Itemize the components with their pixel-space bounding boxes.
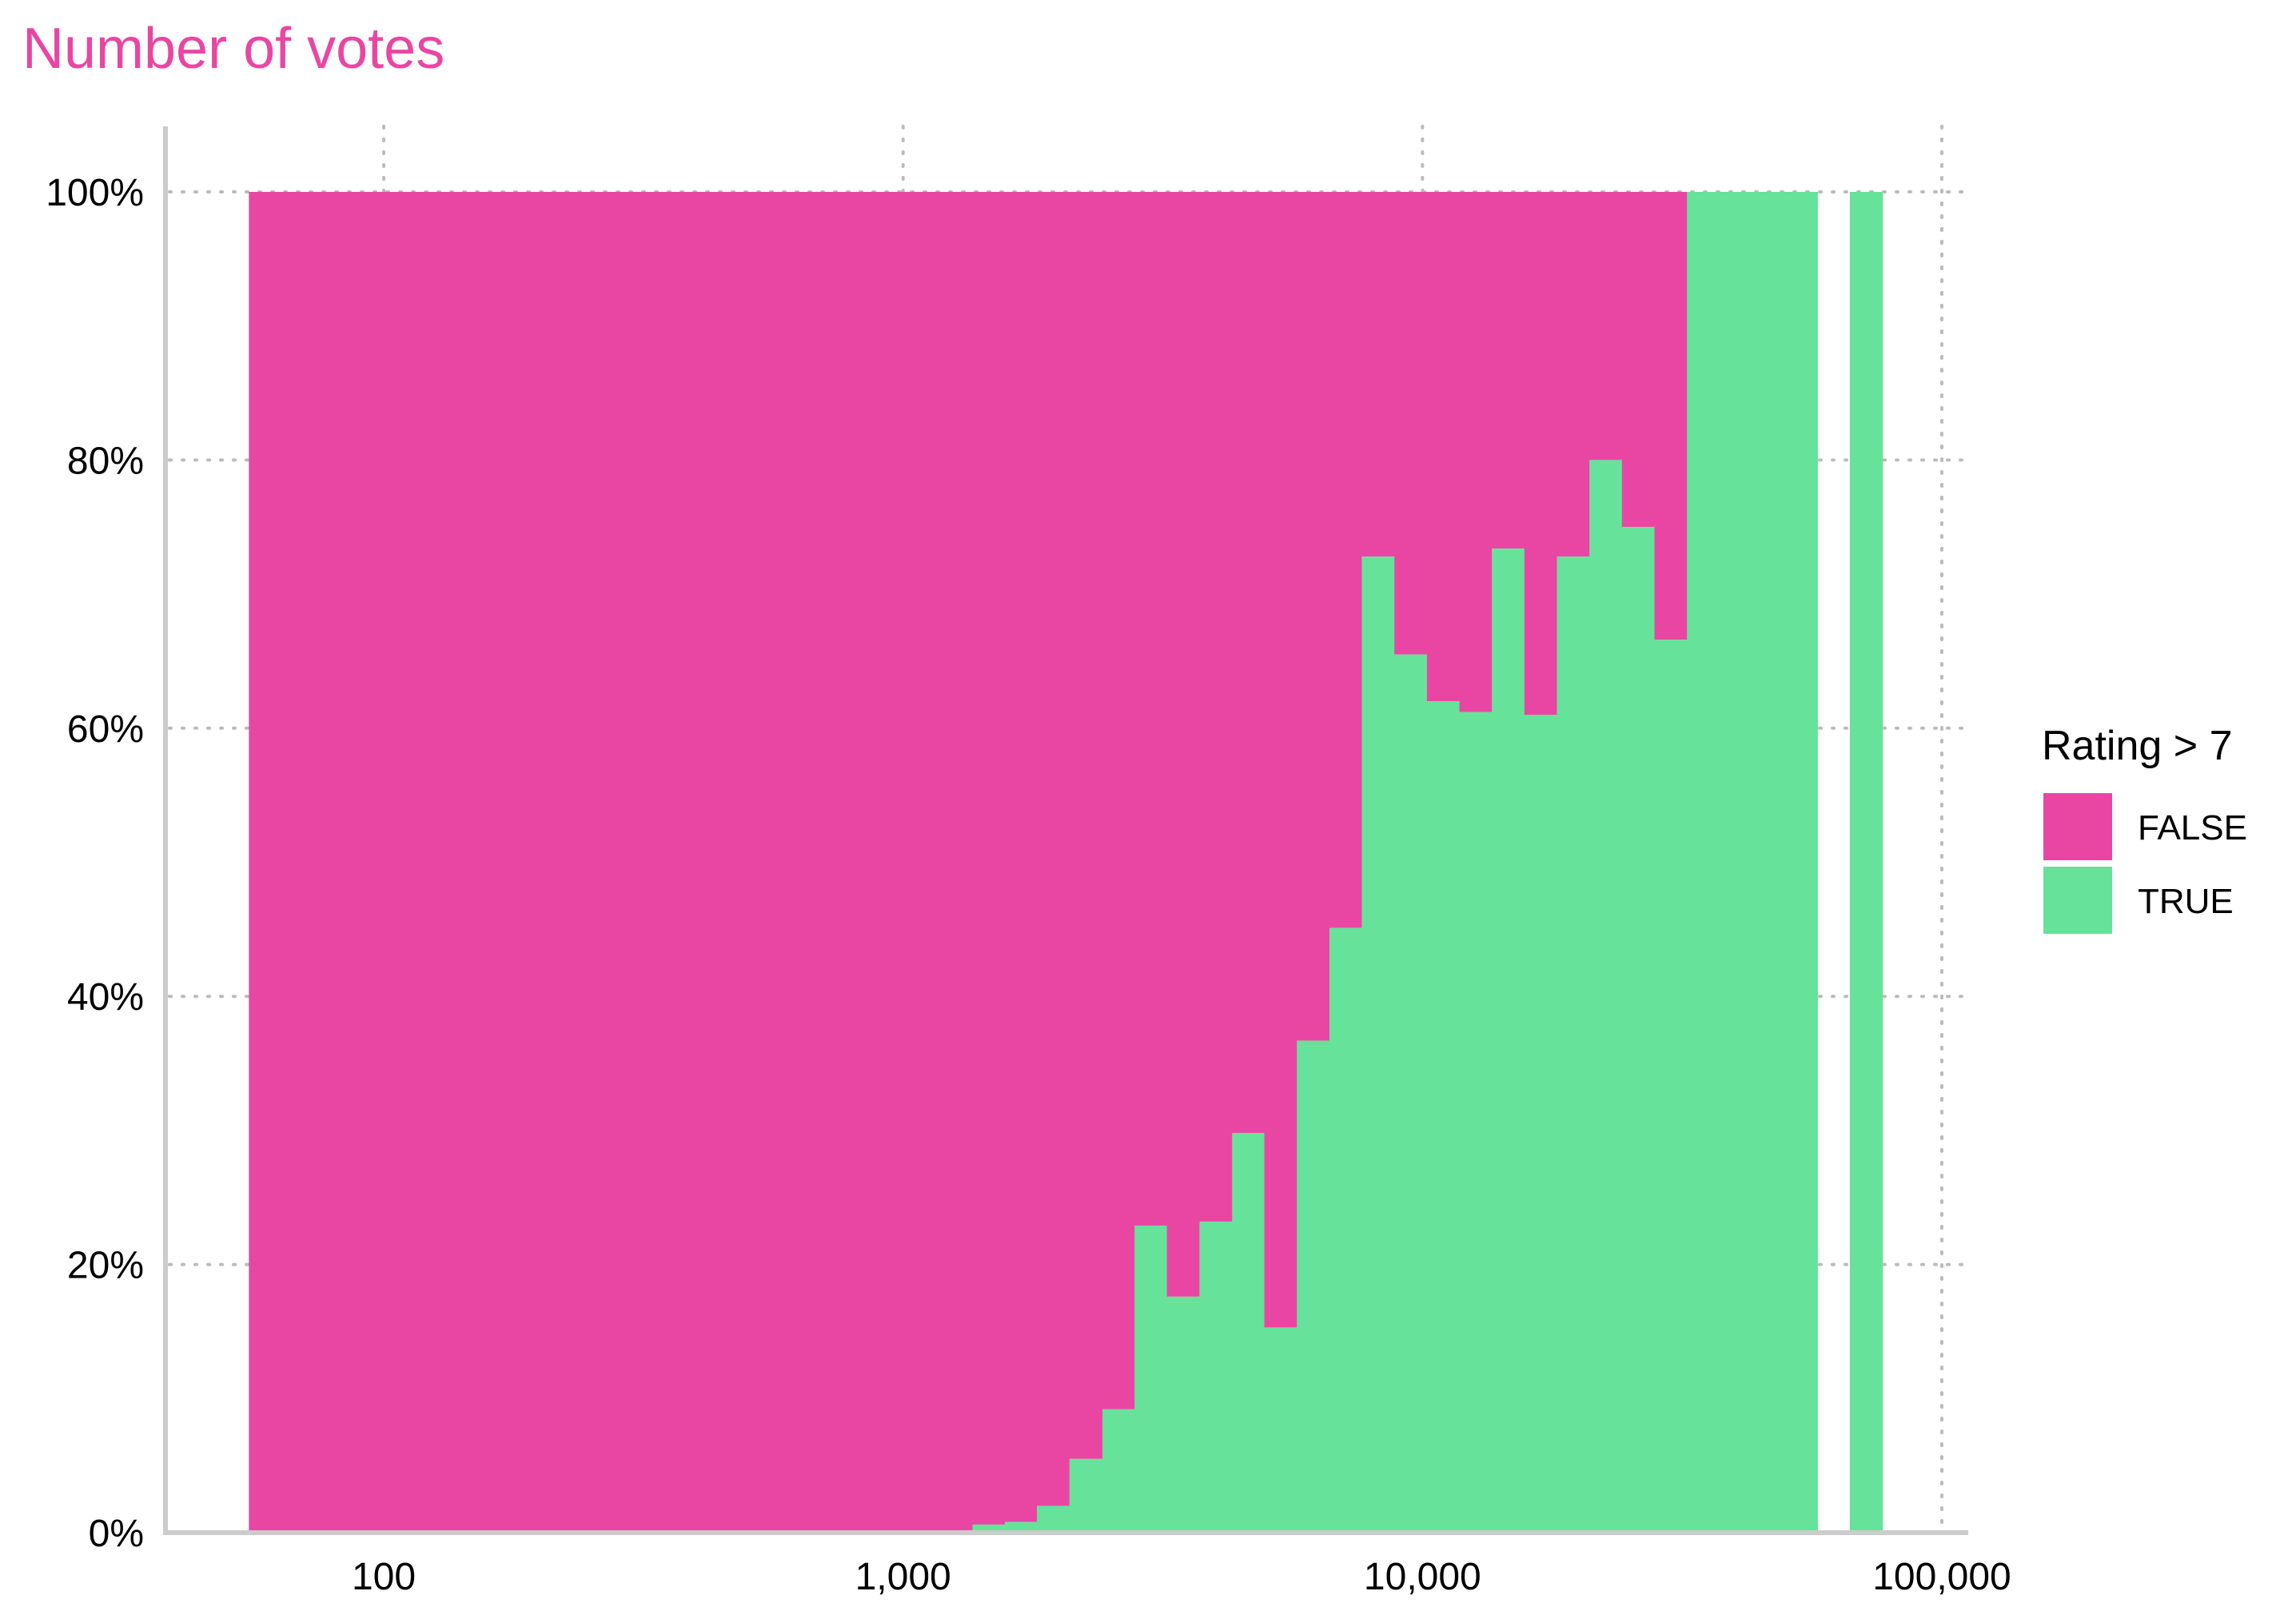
bar-false-12 bbox=[1329, 192, 1362, 928]
bar-true-15 bbox=[1426, 701, 1461, 1533]
bars-layer bbox=[249, 192, 1883, 1533]
bar-false-7 bbox=[1166, 192, 1200, 1297]
legend-title: Rating > 7 bbox=[2042, 723, 2233, 769]
bar-false-1 bbox=[972, 192, 1006, 1525]
y-tick-label-0: 0% bbox=[89, 1513, 144, 1555]
bar-false-10 bbox=[1264, 192, 1297, 1328]
bar-true-6 bbox=[1134, 1225, 1168, 1533]
bar-true-9 bbox=[1232, 1133, 1266, 1533]
bar-false-18 bbox=[1524, 192, 1558, 716]
bar-true-12 bbox=[1329, 927, 1362, 1533]
bar-false-4 bbox=[1069, 192, 1103, 1459]
bar-true-3 bbox=[1037, 1505, 1070, 1533]
axes-layer bbox=[163, 126, 1968, 1535]
bar-true-4 bbox=[1069, 1458, 1103, 1533]
bar-true-14 bbox=[1394, 654, 1428, 1533]
bar-true-7 bbox=[1166, 1296, 1200, 1533]
x-tick-label-1: 1,000 bbox=[855, 1556, 951, 1598]
bar-false-2 bbox=[1004, 192, 1038, 1522]
y-tick-label-2: 40% bbox=[67, 976, 144, 1019]
bar-false-6 bbox=[1134, 192, 1168, 1226]
bar-true-16 bbox=[1459, 712, 1493, 1533]
bar-true-8 bbox=[1199, 1221, 1233, 1533]
bar-false-21 bbox=[1621, 192, 1656, 528]
bar-false-15 bbox=[1426, 192, 1461, 702]
bar-true-10 bbox=[1264, 1327, 1297, 1533]
bar-true-11 bbox=[1297, 1040, 1330, 1533]
bar-true-18 bbox=[1524, 715, 1558, 1533]
legend-label-true: TRUE bbox=[2138, 882, 2234, 921]
bar-true-13 bbox=[1361, 556, 1395, 1533]
bar-false-8 bbox=[1199, 192, 1233, 1222]
bar-false-19 bbox=[1557, 192, 1590, 557]
chart-title: Number of votes bbox=[22, 17, 445, 81]
bar-true-23 bbox=[1687, 192, 1818, 1533]
ticks-layer: 0% 20% 40% 60% 80% 100% 100 1,000 10,000 100,000 bbox=[46, 172, 2011, 1598]
bar-false-20 bbox=[1589, 192, 1623, 461]
x-tick-label-2: 10,000 bbox=[1364, 1556, 1481, 1598]
bar-true-2 bbox=[1004, 1521, 1038, 1533]
y-tick-label-4: 80% bbox=[67, 440, 144, 482]
bar-false-13 bbox=[1361, 192, 1395, 557]
bar-true-21 bbox=[1621, 527, 1656, 1533]
bar-true-1 bbox=[972, 1524, 1006, 1533]
bar-true-24 bbox=[1849, 192, 1883, 1533]
bar-true-5 bbox=[1102, 1409, 1135, 1533]
bar-false-14 bbox=[1394, 192, 1428, 655]
bar-true-17 bbox=[1492, 548, 1525, 1533]
bar-true-20 bbox=[1589, 460, 1623, 1533]
y-tick-label-3: 60% bbox=[67, 708, 144, 751]
bar-false-3 bbox=[1037, 192, 1070, 1506]
bar-false-9 bbox=[1232, 192, 1266, 1134]
bar-false-5 bbox=[1102, 192, 1135, 1410]
bar-false-17 bbox=[1492, 192, 1525, 549]
bar-true-19 bbox=[1557, 556, 1590, 1533]
bar-false-11 bbox=[1297, 192, 1330, 1041]
legend-label-false: FALSE bbox=[2138, 808, 2247, 847]
legend-swatch-true bbox=[2043, 867, 2112, 934]
y-tick-label-5: 100% bbox=[46, 172, 144, 214]
bar-false-0 bbox=[249, 192, 974, 1533]
bar-false-22 bbox=[1654, 192, 1688, 640]
x-tick-label-0: 100 bbox=[352, 1556, 416, 1598]
legend: Rating > 7 FALSE TRUE bbox=[2042, 723, 2247, 934]
bar-true-22 bbox=[1654, 640, 1688, 1533]
x-tick-label-3: 100,000 bbox=[1872, 1556, 2011, 1598]
y-tick-label-1: 20% bbox=[67, 1245, 144, 1287]
legend-swatch-false bbox=[2043, 793, 2112, 860]
bar-false-16 bbox=[1459, 192, 1493, 712]
